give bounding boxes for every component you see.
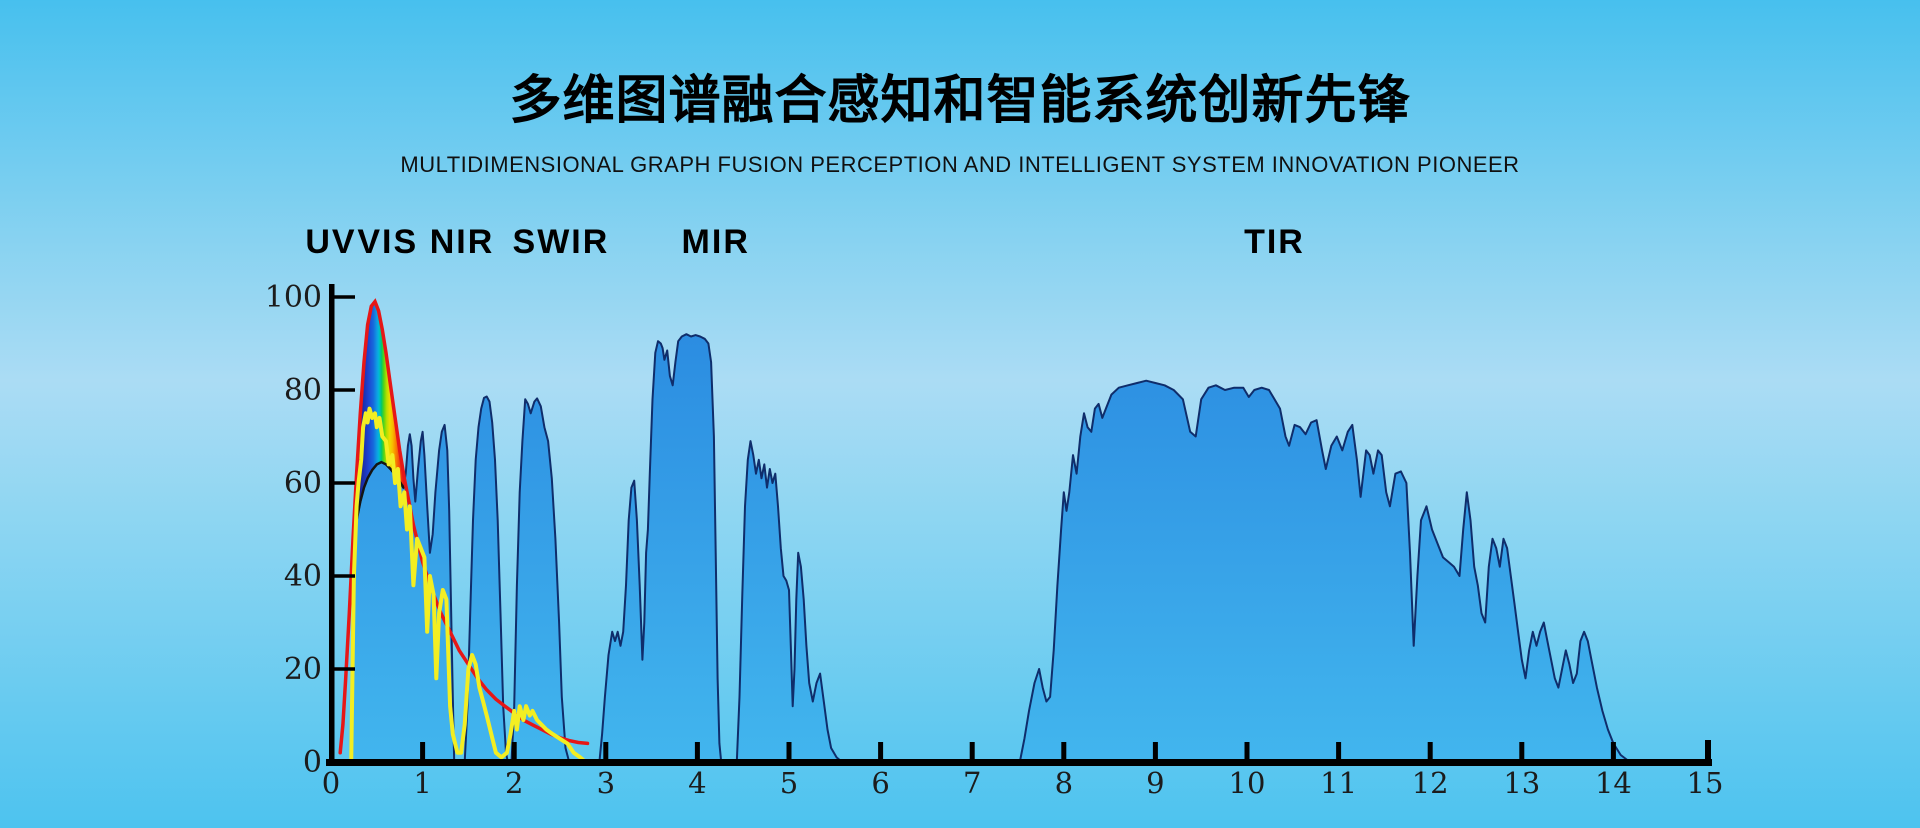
y-tick [334, 574, 355, 578]
y-tick [334, 295, 355, 299]
blackbody-curve [338, 298, 590, 755]
x-tick [694, 742, 700, 759]
y-tick-label: 100 [265, 280, 322, 315]
x-tick-label: 3 [597, 766, 615, 800]
x-tick [786, 742, 792, 759]
y-axis [329, 284, 335, 766]
x-tick-label: 10 [1229, 766, 1266, 800]
x-tick-label: 12 [1412, 766, 1449, 800]
band-label-swir: SWIR [513, 223, 610, 261]
x-tick-label: 4 [688, 766, 706, 800]
y-tick-label: 20 [284, 652, 322, 687]
x-tick-label: 2 [505, 766, 523, 800]
x-tick [1336, 742, 1342, 759]
x-tick-label: 1 [413, 766, 431, 800]
y-tick-label: 0 [303, 745, 322, 780]
x-tick-label: 15 [1687, 766, 1724, 800]
x-tick [420, 742, 426, 759]
solar-ground-curve [349, 406, 588, 764]
y-tick [334, 388, 355, 392]
x-tick-label: 7 [963, 766, 981, 800]
page-title: 多维图谱融合感知和智能系统创新先锋 [509, 72, 1411, 130]
x-tick [511, 742, 517, 759]
x-tick [1152, 742, 1158, 759]
x-tick [1061, 742, 1067, 759]
x-tick [1244, 742, 1250, 759]
x-tick-label: 14 [1595, 766, 1632, 800]
y-tick-label: 60 [284, 466, 322, 501]
band-label-tir: TIR [1244, 223, 1305, 261]
x-axis-end-tick [1705, 740, 1711, 764]
x-tick-label: 9 [1146, 766, 1164, 800]
band-label-uv: UV [305, 223, 356, 261]
x-tick [1610, 742, 1616, 759]
x-tick [969, 742, 975, 759]
x-tick-label: 5 [780, 766, 798, 800]
x-tick [878, 742, 884, 759]
x-tick [603, 742, 609, 759]
x-axis [326, 759, 1712, 766]
x-tick-label: 0 [322, 766, 340, 800]
x-tick-label: 8 [1055, 766, 1073, 800]
atmospheric-windows-area [349, 333, 1631, 763]
x-tick [1427, 742, 1433, 759]
y-tick [334, 667, 355, 671]
x-tick [1519, 742, 1525, 759]
y-tick-label: 80 [284, 373, 322, 408]
y-tick-label: 40 [284, 559, 322, 594]
band-label-nir: NIR [430, 223, 495, 261]
x-tick-label: 6 [871, 766, 889, 800]
x-tick-label: 13 [1503, 766, 1540, 800]
band-label-mir: MIR [682, 223, 750, 261]
page-subtitle: MULTIDIMENSIONAL GRAPH FUSION PERCEPTION… [400, 152, 1520, 177]
x-tick-label: 11 [1320, 766, 1357, 800]
band-label-vis: VIS [357, 223, 418, 261]
y-tick [334, 481, 355, 485]
